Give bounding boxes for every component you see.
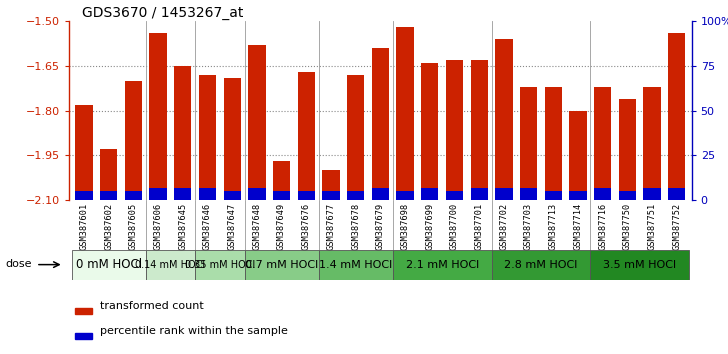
Bar [495, 188, 513, 200]
Bar [619, 99, 636, 191]
Text: 1.4 mM HOCl: 1.4 mM HOCl [319, 259, 392, 270]
Bar [594, 188, 612, 200]
Text: percentile rank within the sample: percentile rank within the sample [100, 326, 288, 336]
Text: GSM387699: GSM387699 [425, 202, 435, 250]
Bar [372, 48, 389, 188]
Bar [372, 188, 389, 200]
Bar [668, 188, 686, 200]
Text: GSM387752: GSM387752 [672, 202, 681, 250]
Bar [146, 250, 195, 280]
Text: GSM387606: GSM387606 [154, 202, 162, 250]
Bar [347, 75, 364, 191]
Bar [397, 191, 414, 200]
Bar [199, 75, 216, 188]
Text: GSM387700: GSM387700 [450, 202, 459, 250]
Bar [421, 63, 438, 188]
Text: GSM387713: GSM387713 [549, 202, 558, 250]
Bar [470, 60, 488, 188]
Bar [75, 191, 92, 200]
Bar [195, 250, 245, 280]
Bar [421, 188, 438, 200]
Bar [446, 60, 463, 191]
Text: 2.8 mM HOCl: 2.8 mM HOCl [505, 259, 577, 270]
Bar [594, 87, 612, 188]
Bar [223, 191, 241, 200]
Text: 2.1 mM HOCl: 2.1 mM HOCl [405, 259, 479, 270]
Text: 0 mM HOCl: 0 mM HOCl [76, 258, 142, 271]
Bar [124, 81, 142, 191]
Text: GSM387678: GSM387678 [351, 202, 360, 250]
Bar [124, 191, 142, 200]
Bar [569, 191, 587, 200]
Bar [100, 149, 117, 191]
Text: GSM387750: GSM387750 [623, 202, 632, 250]
Text: 0.14 mM HOCl: 0.14 mM HOCl [135, 259, 205, 270]
Bar [223, 78, 241, 191]
Bar [273, 191, 290, 200]
Bar [71, 250, 146, 280]
Text: 3.5 mM HOCl: 3.5 mM HOCl [604, 259, 676, 270]
Text: GSM387646: GSM387646 [203, 202, 212, 250]
Bar [644, 188, 661, 200]
Text: GSM387714: GSM387714 [574, 202, 582, 250]
Bar [392, 250, 491, 280]
Text: GSM387605: GSM387605 [129, 202, 138, 250]
Bar [199, 188, 216, 200]
Text: GSM387648: GSM387648 [253, 202, 261, 250]
Text: GSM387751: GSM387751 [648, 202, 657, 250]
Text: GSM387702: GSM387702 [499, 202, 508, 250]
Bar [569, 110, 587, 191]
Bar [75, 105, 92, 191]
Bar [644, 87, 661, 188]
Bar [298, 72, 315, 191]
Bar [668, 33, 686, 188]
Bar [491, 250, 590, 280]
Text: GSM387649: GSM387649 [277, 202, 286, 250]
Bar [323, 191, 340, 200]
Bar [545, 87, 562, 191]
Text: GSM387698: GSM387698 [400, 202, 410, 250]
Text: 0.7 mM HOCl: 0.7 mM HOCl [245, 259, 318, 270]
Bar [248, 188, 266, 200]
Text: dose: dose [6, 259, 32, 269]
Bar [248, 45, 266, 188]
Bar [149, 188, 167, 200]
Text: transformed count: transformed count [100, 301, 204, 310]
Text: GSM387647: GSM387647 [228, 202, 237, 250]
Bar [298, 191, 315, 200]
Bar [323, 170, 340, 191]
Bar [470, 188, 488, 200]
Text: GSM387703: GSM387703 [524, 202, 533, 250]
Text: 0.35 mM HOCl: 0.35 mM HOCl [185, 259, 255, 270]
Bar [520, 87, 537, 188]
Bar [174, 188, 191, 200]
Bar [520, 188, 537, 200]
Bar [619, 191, 636, 200]
Bar [149, 33, 167, 188]
Text: GSM387645: GSM387645 [178, 202, 187, 250]
Bar [273, 161, 290, 191]
Bar [545, 191, 562, 200]
Bar [446, 191, 463, 200]
Bar [319, 250, 392, 280]
Text: GSM387601: GSM387601 [79, 202, 89, 250]
Bar [100, 191, 117, 200]
Bar [495, 39, 513, 188]
Text: GSM387701: GSM387701 [475, 202, 483, 250]
Bar [76, 333, 92, 339]
Bar [347, 191, 364, 200]
Bar [245, 250, 319, 280]
Bar [76, 308, 92, 314]
Text: GSM387679: GSM387679 [376, 202, 385, 250]
Bar [174, 66, 191, 188]
Bar [590, 250, 689, 280]
Text: GSM387602: GSM387602 [104, 202, 113, 250]
Text: GSM387677: GSM387677 [326, 202, 336, 250]
Text: GSM387676: GSM387676 [302, 202, 311, 250]
Bar [397, 27, 414, 191]
Text: GDS3670 / 1453267_at: GDS3670 / 1453267_at [82, 6, 243, 20]
Text: GSM387716: GSM387716 [598, 202, 607, 250]
